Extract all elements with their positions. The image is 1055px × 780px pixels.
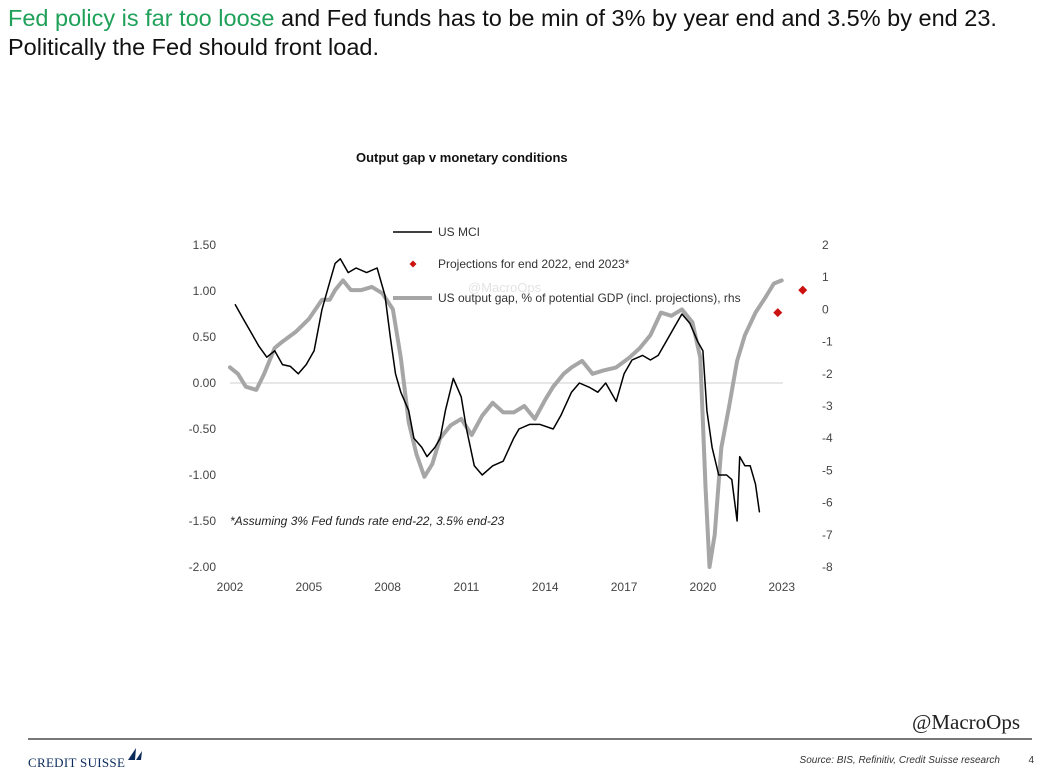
x-tick-label: 2014 xyxy=(532,580,559,594)
legend-swatch-projections xyxy=(409,260,417,268)
faint-watermark: @MacroOps xyxy=(468,280,542,295)
headline-rest: and Fed funds has to be min of 3% by yea… xyxy=(8,5,997,60)
sails-icon xyxy=(128,748,143,760)
legend-label-projections: Projections for end 2022, end 2023* xyxy=(438,257,630,271)
projection-point xyxy=(773,308,783,318)
legend-label-output-gap: US output gap, % of potential GDP (incl.… xyxy=(438,291,741,305)
output-gap-line xyxy=(228,278,784,569)
chart-annotation: *Assuming 3% Fed funds rate end-22, 3.5%… xyxy=(230,514,504,528)
x-tick-label: 2023 xyxy=(768,580,795,594)
x-tick-label: 2008 xyxy=(374,580,401,594)
y-right-tick-label: -4 xyxy=(822,431,833,445)
y-left-tick-label: -1.00 xyxy=(189,468,217,482)
y-right-tick-label: 1 xyxy=(822,270,829,284)
y-left-tick-label: -0.50 xyxy=(189,422,217,436)
x-tick-label: 2017 xyxy=(611,580,638,594)
y-right-tick-label: -3 xyxy=(822,399,833,413)
footer-rule xyxy=(28,738,1032,740)
x-tick-label: 2011 xyxy=(454,580,480,594)
logo-text: CREDIT SUISSE xyxy=(28,755,126,770)
projection-point xyxy=(798,285,808,295)
chart-title: Output gap v monetary conditions xyxy=(356,150,568,165)
headline: Fed policy is far too loose and Fed fund… xyxy=(8,4,1048,62)
y-right-tick-label: -5 xyxy=(822,463,833,477)
us-mci-line xyxy=(234,258,761,522)
y-left-tick-label: -1.50 xyxy=(189,514,217,528)
y-right-tick-label: -6 xyxy=(822,496,833,510)
y-left-tick-label: 0.00 xyxy=(193,376,217,390)
headline-highlight: Fed policy is far too loose xyxy=(8,5,275,31)
page-number: 4 xyxy=(1028,755,1034,766)
x-tick-label: 2020 xyxy=(690,580,717,594)
legend-label-mci: US MCI xyxy=(438,225,480,239)
y-right-tick-label: -8 xyxy=(822,560,833,574)
y-right-tick-label: -2 xyxy=(822,367,833,381)
macroops-watermark: @MacroOps xyxy=(912,710,1020,734)
y-right-tick-label: -1 xyxy=(822,335,833,349)
x-tick-label: 2005 xyxy=(295,580,322,594)
y-right-tick-label: 2 xyxy=(822,238,829,252)
y-left-tick-label: 0.50 xyxy=(193,330,217,344)
y-left-tick-label: 1.00 xyxy=(193,284,217,298)
credit-suisse-logo: CREDIT SUISSE xyxy=(28,747,143,771)
y-left-tick-label: 1.50 xyxy=(193,238,217,252)
x-tick-label: 2002 xyxy=(217,580,244,594)
source-note: Source: BIS, Refinitiv, Credit Suisse re… xyxy=(799,755,1000,766)
y-right-tick-label: 0 xyxy=(822,302,829,316)
y-right-tick-label: -7 xyxy=(822,528,833,542)
y-left-tick-label: -2.00 xyxy=(189,560,217,574)
